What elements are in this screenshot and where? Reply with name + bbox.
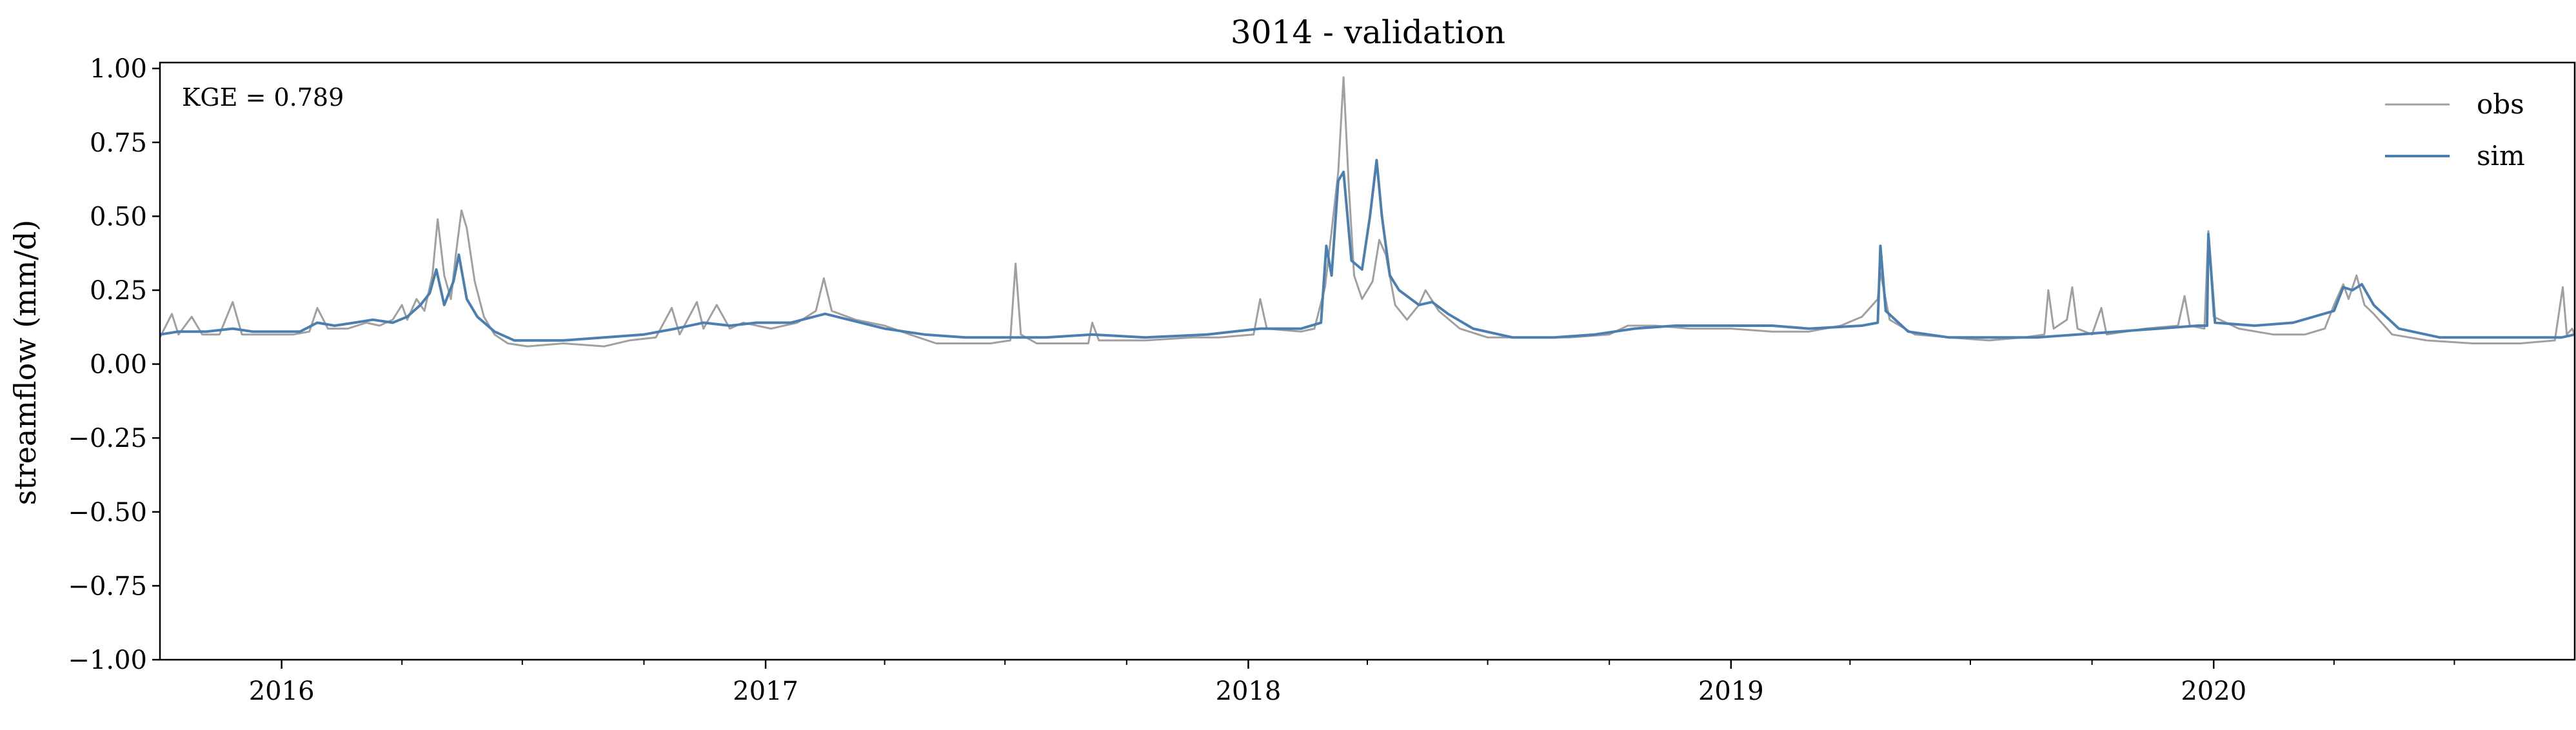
y-tick-label: −0.25 xyxy=(68,424,147,453)
series-line-sim xyxy=(159,159,2575,342)
legend-label-sim: sim xyxy=(2477,140,2525,172)
x-tick-label: 2018 xyxy=(1216,676,1282,706)
y-tick-label: 0.75 xyxy=(90,128,147,158)
x-tick-label: 2017 xyxy=(733,676,798,706)
legend-label-obs: obs xyxy=(2477,88,2524,120)
x-tick-label: 2016 xyxy=(249,676,315,706)
plot-area xyxy=(159,76,2576,348)
y-tick-label: 0.00 xyxy=(90,350,147,380)
plot-frame xyxy=(159,61,2576,661)
y-axis-label: streamflow (mm/d) xyxy=(8,220,43,506)
y-tick-label: 0.25 xyxy=(90,276,147,306)
x-axis: 2016 2017 2018 2019 2020 xyxy=(249,660,2455,706)
y-tick-label: −0.75 xyxy=(68,571,147,601)
legend: obs sim xyxy=(2385,88,2525,172)
y-axis: −1.00 −0.75 −0.50 −0.25 0.00 0.25 0.50 0.75 1.00 xyxy=(68,54,160,675)
series-line-obs xyxy=(159,76,2576,348)
x-tick-label: 2020 xyxy=(2181,676,2246,706)
kge-annotation: KGE = 0.789 xyxy=(182,83,344,112)
y-tick-label: −1.00 xyxy=(68,646,147,675)
y-tick-label: −0.50 xyxy=(68,498,147,528)
y-tick-label: 1.00 xyxy=(90,54,147,84)
x-tick-label: 2019 xyxy=(1698,676,1764,706)
y-tick-label: 0.50 xyxy=(90,202,147,232)
chart-title: 3014 - validation xyxy=(1231,14,1505,51)
